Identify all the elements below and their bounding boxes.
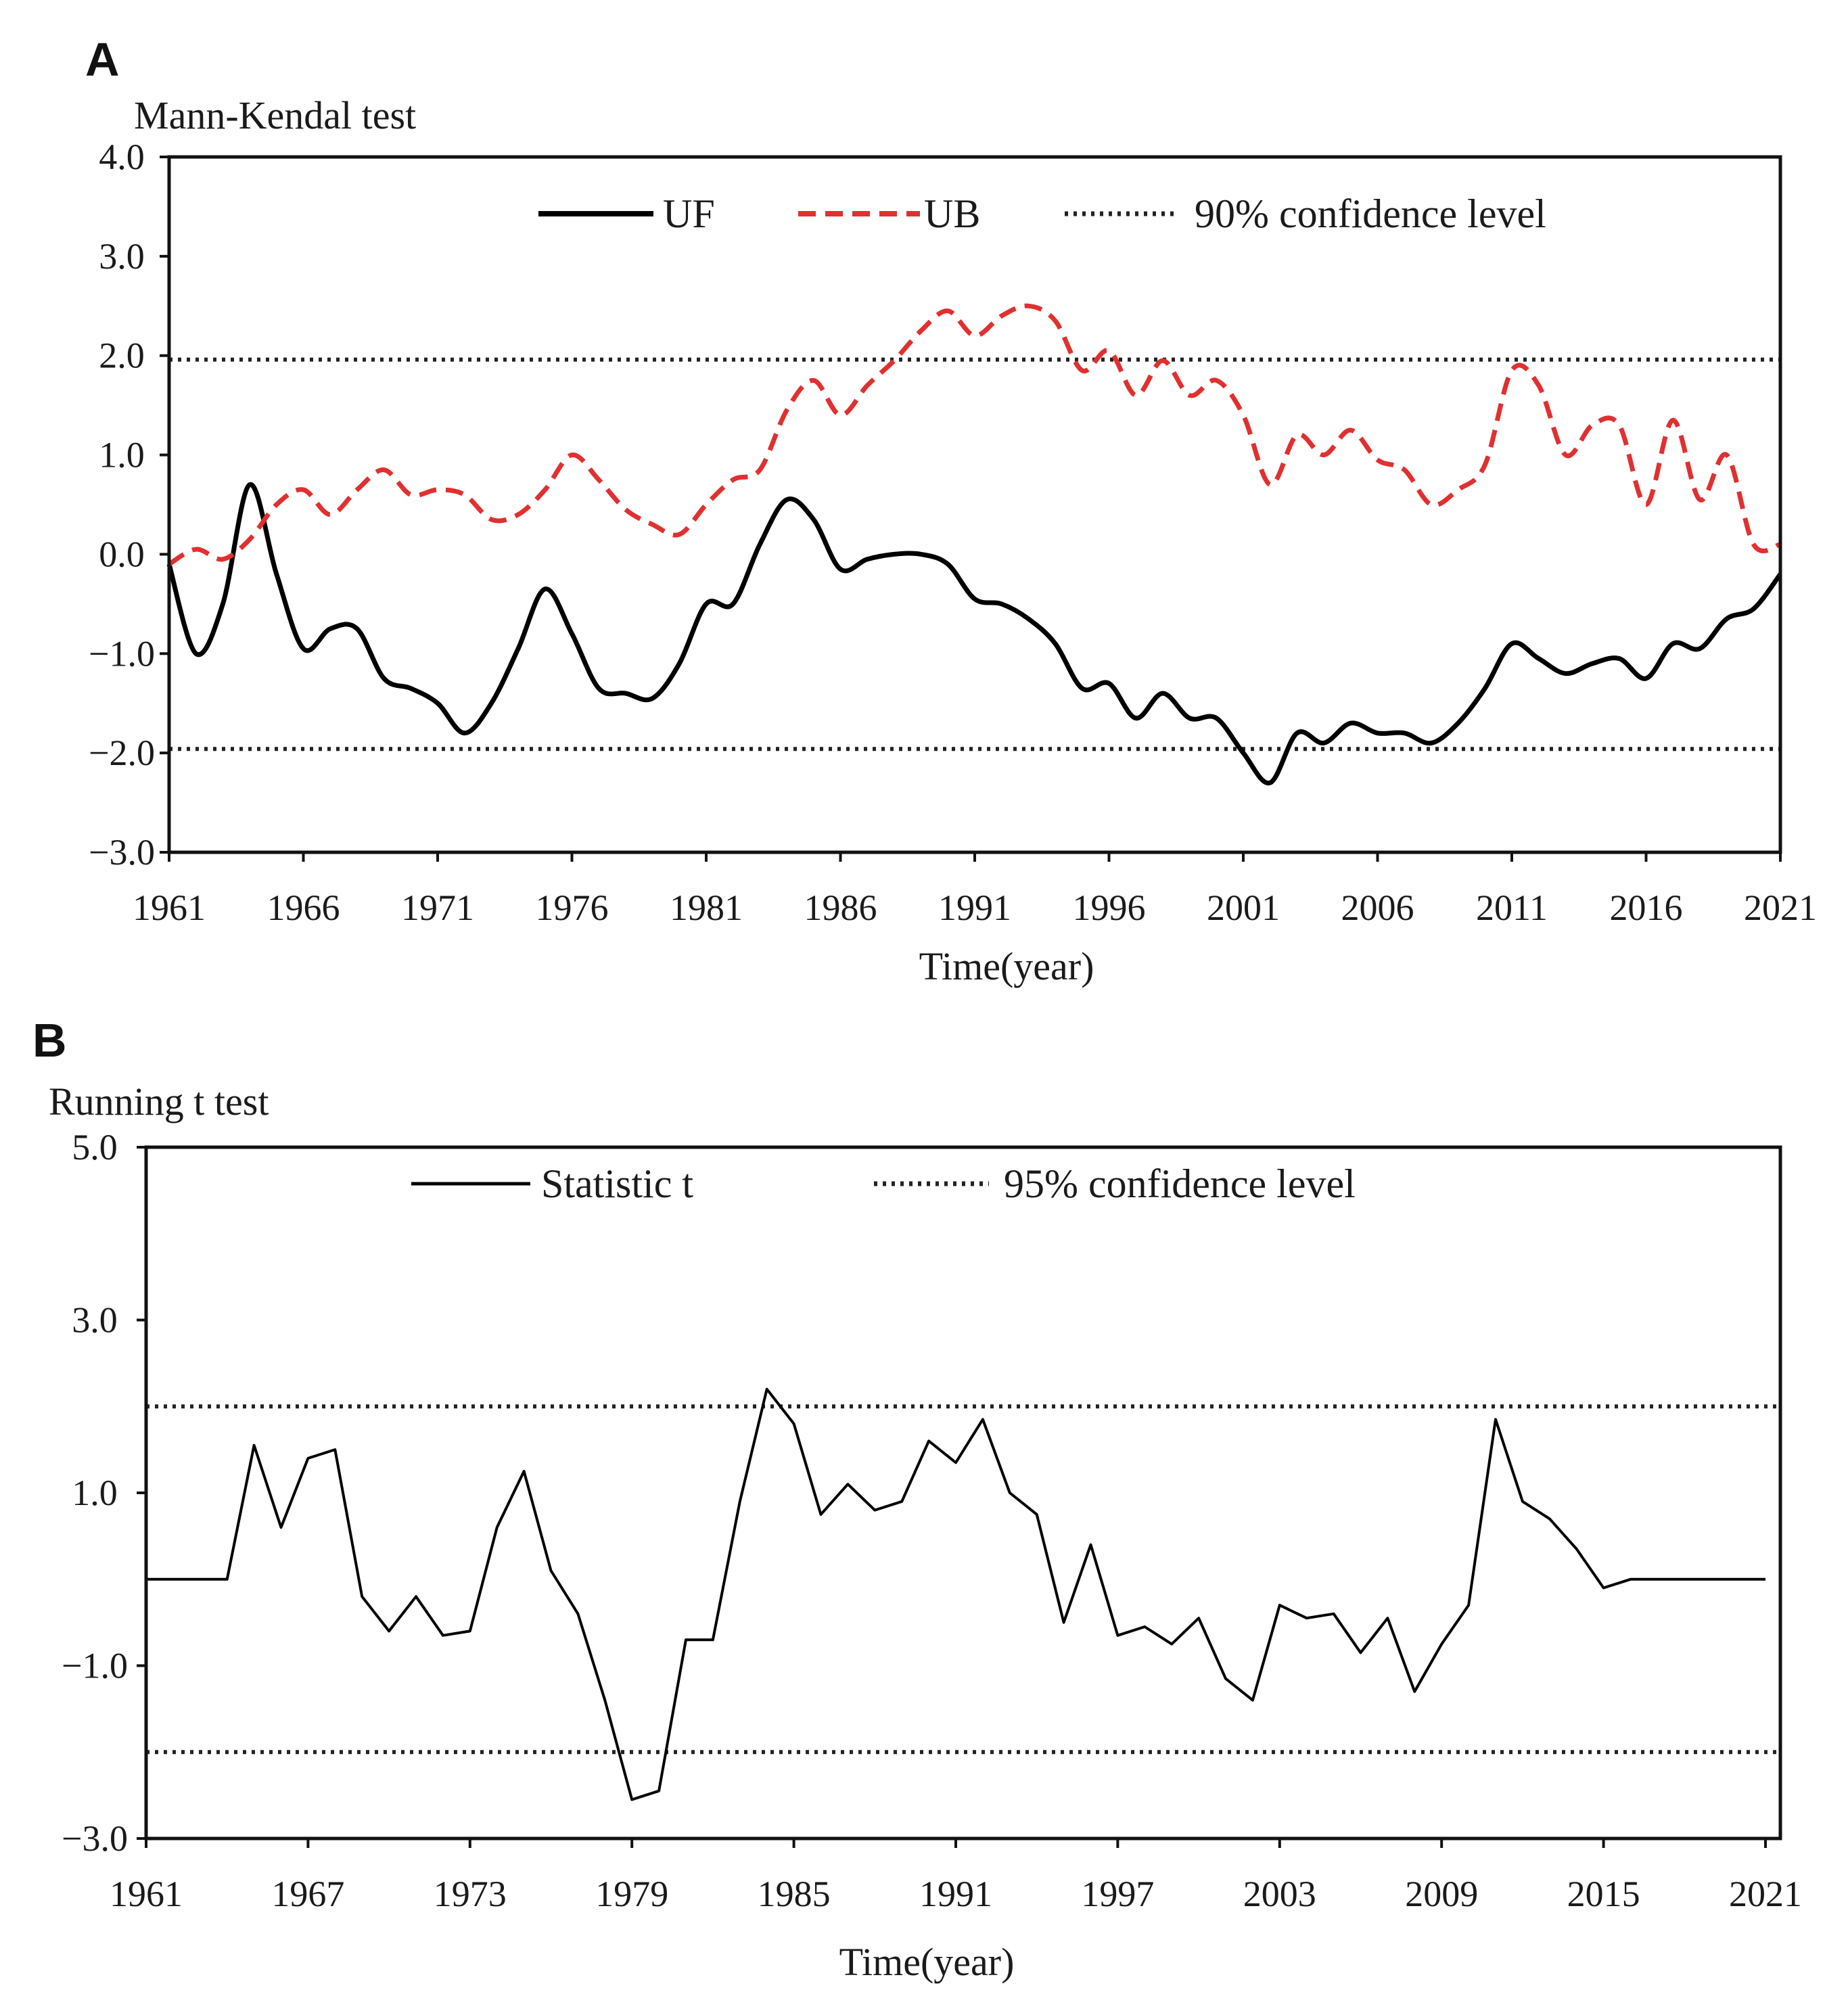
panel-letter-a: A [85, 33, 120, 86]
x-tick-label: 1986 [804, 887, 877, 928]
x-tick-label: 2011 [1476, 887, 1548, 928]
x-tick-label: 1991 [938, 887, 1011, 928]
x-tick-label: 1961 [133, 887, 206, 928]
panel-b-series [146, 1387, 1765, 1801]
panel-b-confidence-lines [146, 1404, 1780, 1755]
x-tick-label: 1971 [401, 887, 474, 928]
y-tick-label: −3.0 [62, 1818, 128, 1859]
x-tick-label: 1961 [110, 1874, 183, 1914]
legend-uf-label: UF [663, 191, 715, 236]
y-tick-label: 2.0 [99, 336, 145, 376]
x-tick-label: 1976 [536, 887, 609, 928]
y-tick-label: 0.0 [99, 534, 145, 574]
y-tick-label: 3.0 [99, 236, 145, 277]
y-tick-label: 3.0 [72, 1300, 118, 1341]
x-tick-label: 1967 [271, 1874, 344, 1914]
series-line-statistic-t [146, 1387, 1765, 1801]
y-tick-label: −1.0 [89, 633, 155, 674]
panel-b-y-ticks: 5.0 3.0 1.0 −1.0 −3.0 [62, 1127, 146, 1859]
x-tick-label: 2021 [1729, 1874, 1802, 1914]
panel-a-y-ticks: 4.0 3.0 2.0 1.0 0.0 −1.0 −2.0 −3.0 [89, 137, 169, 873]
y-tick-label: 1.0 [99, 435, 145, 476]
panel-a-series [166, 303, 1782, 785]
x-tick-label: 1996 [1073, 887, 1146, 928]
x-tick-label: 2015 [1567, 1874, 1640, 1914]
legend-ub-label: UB [924, 191, 980, 236]
x-tick-label: 2003 [1243, 1874, 1316, 1914]
legend-confidence-95-label: 95% confidence level [1004, 1161, 1356, 1206]
legend-statistic-t-label: Statistic t [541, 1161, 693, 1206]
x-tick-label: 2006 [1341, 887, 1414, 928]
x-tick-label: 2001 [1207, 887, 1280, 928]
x-tick-label: 1991 [919, 1874, 992, 1914]
series-line-uf [166, 482, 1782, 785]
panel-b-x-axis-title: Time(year) [839, 1940, 1015, 1984]
y-tick-label: −1.0 [62, 1646, 128, 1686]
panel-a-x-ticks: 1961 1966 1971 1976 1981 1986 1991 1996 2001 2006… [133, 852, 1817, 928]
panel-a-y-axis-title: Mann-Kendal test [134, 93, 416, 137]
panel-b-y-axis-title: Running t test [49, 1080, 269, 1124]
y-tick-label: 4.0 [99, 137, 145, 177]
panel-b-x-ticks: 1961 1967 1973 1979 1985 1991 1997 2003 2009 2015… [110, 1838, 1802, 1914]
x-tick-label: 1981 [670, 887, 743, 928]
x-tick-label: 1979 [595, 1874, 668, 1914]
panel-a-legend: UF UB 90% confidence level [538, 191, 1546, 236]
panel-b-plot-frame [144, 1145, 1782, 1841]
panel-a: A Mann-Kendal test 4.0 3.0 2.0 1.0 0.0 −1.0 −2… [85, 33, 1817, 988]
x-tick-label: 2009 [1405, 1874, 1478, 1914]
x-tick-label: 1966 [267, 887, 340, 928]
panel-letter-b: B [32, 1014, 67, 1067]
panel-b: B Running t test 5.03.01.0−1.0−3.0 1961 1… [32, 1014, 1802, 1984]
x-tick-label: 1973 [434, 1874, 507, 1914]
series-line-ub [168, 303, 1781, 567]
y-tick-label: 1.0 [72, 1473, 118, 1513]
legend-confidence-label: 90% confidence level [1195, 191, 1546, 236]
x-tick-label: 1997 [1081, 1874, 1154, 1914]
panel-a-plot-frame [167, 155, 1782, 854]
y-tick-label: 5.0 [72, 1127, 118, 1167]
y-tick-label: −2.0 [89, 733, 155, 773]
y-tick-label: −3.0 [89, 832, 155, 873]
panel-a-x-axis-title: Time(year) [919, 944, 1094, 988]
panel-b-legend: Statistic t 95% confidence level [411, 1161, 1356, 1206]
x-tick-label: 2016 [1610, 887, 1683, 928]
x-tick-label: 1985 [758, 1874, 831, 1914]
x-tick-label: 2021 [1744, 887, 1817, 928]
